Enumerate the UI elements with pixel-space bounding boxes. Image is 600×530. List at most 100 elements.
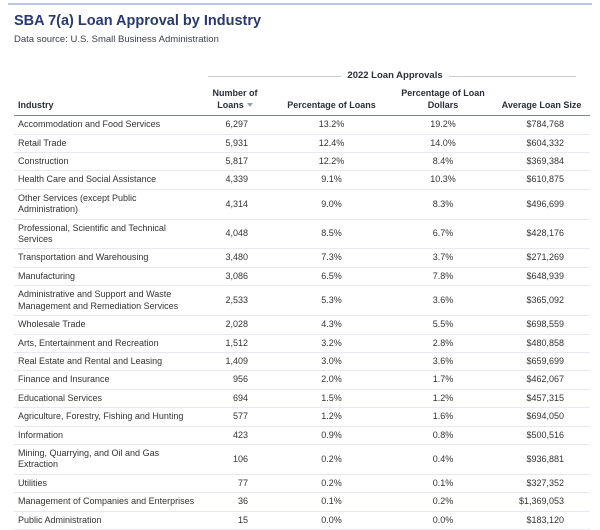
table-cell: 106	[200, 444, 270, 475]
table-cell: $610,875	[493, 170, 591, 190]
table-cell: 3.6%	[393, 352, 493, 372]
table-cell: 5.5%	[393, 315, 493, 335]
table-cell: 5.3%	[270, 285, 393, 317]
table-cell: $648,939	[493, 267, 591, 287]
blank-cell	[14, 66, 200, 85]
title: SBA 7(a) Loan Approval by Industry	[14, 13, 262, 29]
table-cell: 3,086	[200, 267, 270, 287]
column-header-text: Percentage of Loan Dollars	[401, 88, 485, 110]
table-cell: 4,048	[200, 219, 270, 250]
table-cell: 0.4%	[393, 444, 493, 475]
table-cell: 1,409	[200, 352, 270, 372]
table-cell: $694,050	[493, 407, 591, 427]
table-cell: Management of Companies and Enterprises	[14, 492, 200, 512]
table-cell: $428,176	[493, 219, 591, 250]
table-cell: 12.4%	[270, 134, 393, 154]
column-header-text: Average Loan Size	[501, 99, 582, 110]
table-cell: $698,559	[493, 315, 591, 335]
table-row: Agriculture, Forestry, Fishing and Hunti…	[14, 407, 591, 427]
table-cell: Health Care and Social Assistance	[14, 170, 200, 190]
table-cell: Agriculture, Forestry, Fishing and Hunti…	[14, 407, 200, 427]
top-border	[8, 3, 592, 5]
sort-icon[interactable]	[246, 103, 253, 108]
table-cell: 577	[200, 407, 270, 427]
table-cell: Mining, Quarrying, and Oil and Gas Extra…	[14, 444, 200, 475]
table-cell: 0.2%	[270, 474, 393, 494]
table-cell: 694	[200, 389, 270, 409]
table-cell: 10.3%	[393, 170, 493, 190]
table-cell: Manufacturing	[14, 267, 200, 287]
column-header-text: Number of Loans	[212, 88, 258, 110]
table-cell: 0.2%	[393, 492, 493, 512]
table-row: Retail Trade 5,931 12.4% 14.0% $604,332	[14, 134, 591, 154]
table-cell: $500,516	[493, 426, 591, 445]
table-cell: 3.0%	[270, 352, 393, 372]
column-header: Industry	[14, 85, 200, 117]
table-cell: 1.6%	[393, 407, 493, 427]
group-header-text: 2022 Loan Approvals	[341, 70, 449, 81]
table-cell: 5,817	[200, 152, 270, 172]
table-cell: 3.7%	[393, 248, 493, 268]
table-row: Health Care and Social Assistance 4,339 9.…	[14, 170, 591, 190]
table-cell: $480,858	[493, 334, 591, 353]
table-cell: Information	[14, 426, 200, 445]
table-cell: Other Services (except Public Administra…	[14, 189, 200, 220]
table-cell: Finance and Insurance	[14, 370, 200, 390]
table-cell: Professional, Scientific and Technical S…	[14, 219, 200, 250]
subtitle: Data source: U.S. Small Business Adminis…	[14, 34, 219, 45]
table-cell: 7.3%	[270, 248, 393, 268]
table-cell: 14.0%	[393, 134, 493, 154]
table-cell: 1.2%	[270, 407, 393, 427]
table-cell: 0.9%	[270, 426, 393, 445]
table-row: Accommodation and Food Services 6,297 13.2…	[14, 115, 591, 135]
column-header: Number of Loans	[200, 85, 270, 117]
table-cell: 2,533	[200, 285, 270, 317]
table-cell: $496,699	[493, 189, 591, 220]
table-cell: 9.1%	[270, 170, 393, 190]
table-cell: Transportation and Warehousing	[14, 248, 200, 268]
loan-table: 2022 Loan Approvals Industry Number of Lo…	[14, 66, 591, 530]
table-cell: 1.5%	[270, 389, 393, 409]
table-cell: 15	[200, 511, 270, 530]
table-cell: 3,480	[200, 248, 270, 268]
table-body: Accommodation and Food Services 6,297 13.2…	[14, 115, 591, 530]
table-row: Administrative and Support and Waste Man…	[14, 285, 591, 317]
column-header: Percentage of Loans	[270, 85, 393, 117]
table-row: Professional, Scientific and Technical S…	[14, 219, 591, 250]
table-cell: 423	[200, 426, 270, 445]
column-header-text: Industry	[18, 99, 54, 110]
table-row: Educational Services 694 1.5% 1.2% $457,315	[14, 389, 591, 409]
table-cell: $365,092	[493, 285, 591, 317]
table-cell: $659,699	[493, 352, 591, 372]
table-row: Transportation and Warehousing 3,480 7.3% 3…	[14, 248, 591, 268]
table-cell: 8.3%	[393, 189, 493, 220]
table-row: Arts, Entertainment and Recreation 1,512 3…	[14, 334, 591, 353]
table-cell: 0.0%	[393, 511, 493, 530]
table-row: Wholesale Trade 2,028 4.3% 5.5% $698,559	[14, 315, 591, 335]
table-row: Utilities 77 0.2% 0.1% $327,352	[14, 474, 591, 494]
table-cell: $604,332	[493, 134, 591, 154]
table-cell: 36	[200, 492, 270, 512]
column-header: Percentage of Loan Dollars	[393, 85, 493, 117]
group-header: 2022 Loan Approvals	[200, 66, 590, 85]
table-cell: $183,120	[493, 511, 591, 530]
table-cell: Administrative and Support and Waste Man…	[14, 285, 200, 317]
column-header-row: Industry Number of Loans Percentage of Loa…	[14, 85, 591, 117]
table-cell: 9.0%	[270, 189, 393, 220]
table-row: Other Services (except Public Administra…	[14, 189, 591, 220]
table-cell: 12.2%	[270, 152, 393, 172]
table-row: Manufacturing 3,086 6.5% 7.8% $648,939	[14, 267, 591, 287]
table-cell: 2.0%	[270, 370, 393, 390]
column-header-text: Percentage of Loans	[287, 99, 376, 110]
table-cell: 77	[200, 474, 270, 494]
table-cell: 1,512	[200, 334, 270, 353]
table-cell: Wholesale Trade	[14, 315, 200, 335]
table-cell: 8.5%	[270, 219, 393, 250]
table-cell: 6.7%	[393, 219, 493, 250]
table-cell: 5,931	[200, 134, 270, 154]
table-cell: $327,352	[493, 474, 591, 494]
table-cell: Public Administration	[14, 511, 200, 530]
table-cell: 2,028	[200, 315, 270, 335]
table-cell: 956	[200, 370, 270, 390]
